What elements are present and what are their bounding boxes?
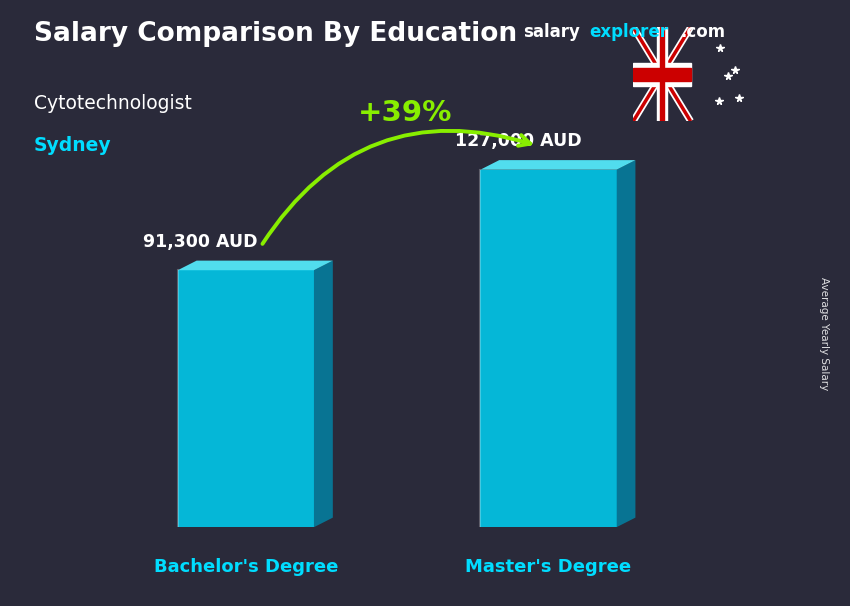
Text: 91,300 AUD: 91,300 AUD bbox=[143, 233, 258, 250]
Text: Salary Comparison By Education: Salary Comparison By Education bbox=[34, 21, 517, 47]
Text: explorer: explorer bbox=[589, 23, 668, 41]
Text: .com: .com bbox=[680, 23, 725, 41]
Polygon shape bbox=[480, 170, 616, 527]
Bar bbox=[633, 63, 690, 85]
Polygon shape bbox=[480, 160, 636, 170]
Polygon shape bbox=[178, 261, 333, 270]
Polygon shape bbox=[314, 261, 333, 527]
Text: Average Yearly Salary: Average Yearly Salary bbox=[819, 277, 829, 390]
Bar bbox=[633, 68, 690, 81]
Text: Sydney: Sydney bbox=[34, 136, 111, 155]
Text: salary: salary bbox=[523, 23, 580, 41]
Polygon shape bbox=[616, 160, 636, 527]
Polygon shape bbox=[178, 270, 314, 527]
Bar bbox=[657, 27, 666, 121]
Text: Bachelor's Degree: Bachelor's Degree bbox=[154, 558, 338, 576]
Text: Cytotechnologist: Cytotechnologist bbox=[34, 94, 192, 113]
Text: Master's Degree: Master's Degree bbox=[465, 558, 632, 576]
Text: 127,000 AUD: 127,000 AUD bbox=[455, 132, 581, 150]
Text: +39%: +39% bbox=[358, 99, 452, 127]
Bar bbox=[660, 27, 664, 121]
